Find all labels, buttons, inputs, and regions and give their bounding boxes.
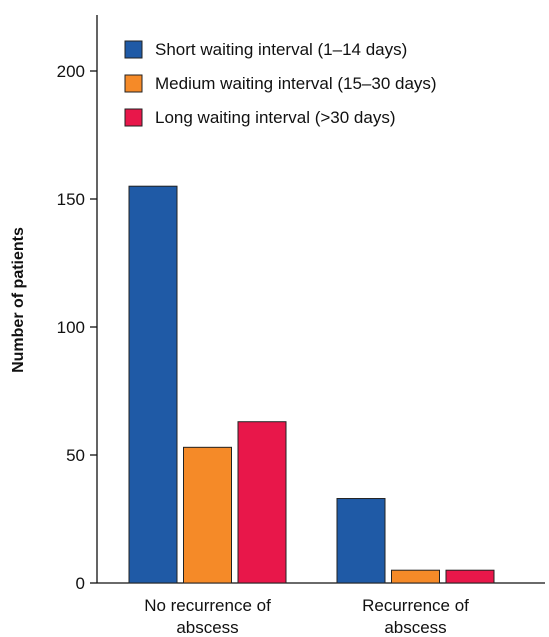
- legend: Short waiting interval (1–14 days) Medium…: [124, 40, 437, 127]
- bar-no-recurrence-short: [128, 185, 178, 584]
- legend-entry: Medium waiting interval (15–30 days): [155, 74, 437, 93]
- bar-recurrence-long: [445, 569, 495, 584]
- legend-entry: Long waiting interval (>30 days): [155, 108, 396, 127]
- bar-recurrence-medium: [391, 569, 440, 584]
- legend-swatch: [124, 40, 143, 59]
- y-tick-label: 0: [76, 574, 85, 593]
- y-axis-title: Number of patients: [10, 227, 27, 373]
- y-tick-label: 200: [57, 62, 85, 81]
- bar-recurrence-short: [336, 498, 386, 584]
- bar-no-recurrence-long: [237, 421, 287, 584]
- category-labels: No recurrence of abscess Recurrence of absc…: [144, 596, 469, 637]
- bars: [128, 185, 495, 584]
- y-tick-label: 50: [66, 446, 85, 465]
- legend-swatch: [124, 74, 143, 93]
- legend-swatch: [124, 108, 143, 127]
- bar-no-recurrence-medium: [183, 446, 232, 584]
- y-tick-label: 100: [57, 318, 85, 337]
- y-axis: 0 50 100 150 200: [57, 15, 98, 593]
- x-category-label: No recurrence of: [144, 596, 271, 615]
- legend-entry: Short waiting interval (1–14 days): [155, 40, 407, 59]
- x-category-label: Recurrence of: [362, 596, 469, 615]
- x-category-label: abscess: [384, 618, 446, 637]
- x-category-label: abscess: [176, 618, 238, 637]
- y-tick-label: 150: [57, 190, 85, 209]
